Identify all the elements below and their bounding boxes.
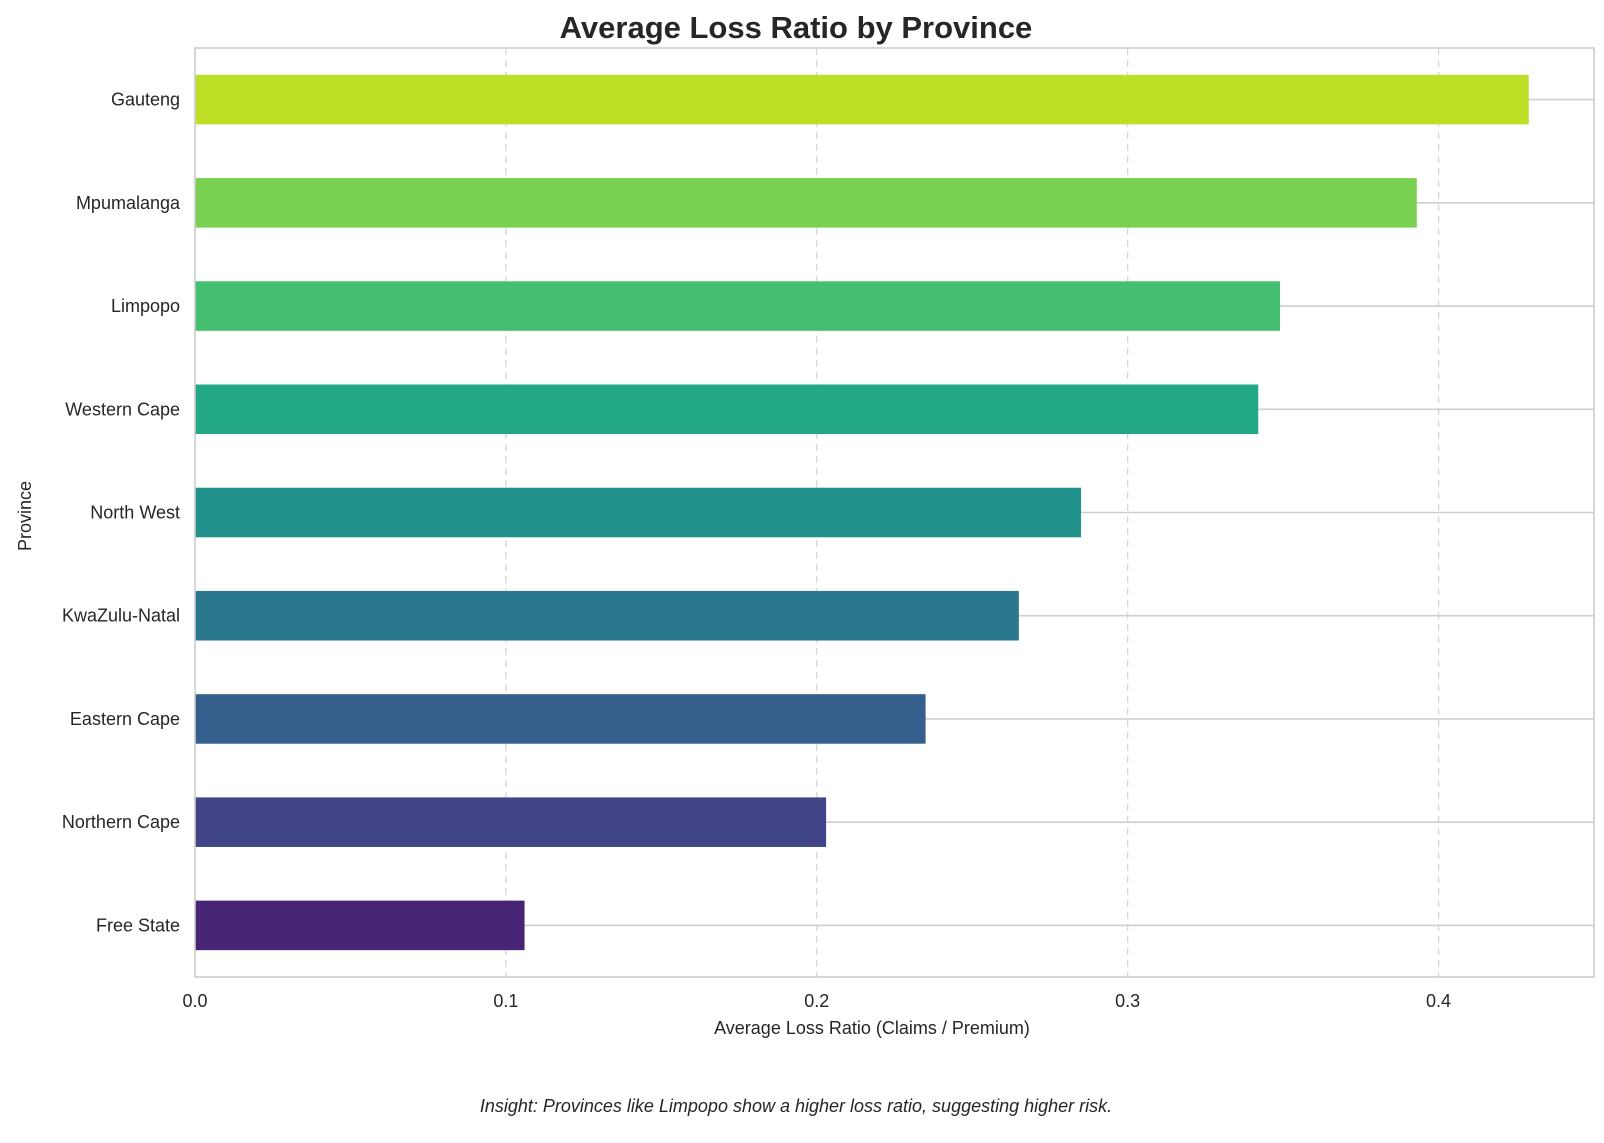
y-tick-label: Mpumalanga	[76, 193, 181, 213]
y-tick-label: Western Cape	[65, 399, 180, 419]
x-tick-label: 0.0	[182, 991, 207, 1011]
x-axis-label: Average Loss Ratio (Claims / Premium)	[714, 1018, 1030, 1038]
x-tick-label: 0.3	[1115, 991, 1140, 1011]
bar-eastern-cape	[195, 694, 926, 744]
y-tick-label: Limpopo	[111, 296, 180, 316]
bar-mpumalanga	[195, 178, 1417, 228]
x-tick-label: 0.1	[493, 991, 518, 1011]
y-tick-label: North West	[90, 503, 180, 523]
y-axis-label: Province	[15, 481, 35, 551]
plot-frame	[194, 47, 1595, 978]
y-tick-label: KwaZulu-Natal	[62, 606, 180, 626]
y-ticks: Gauteng Mpumalanga Limpopo Western Cape Nort…	[62, 90, 181, 936]
bar-north-west	[195, 487, 1082, 538]
x-tick-label: 0.4	[1426, 991, 1451, 1011]
y-tick-label: Gauteng	[111, 90, 180, 110]
bar-northern-cape	[195, 797, 827, 847]
x-tick-label: 0.2	[804, 991, 829, 1011]
chart-title: Average Loss Ratio by Province	[560, 10, 1033, 45]
y-tick-label: Free State	[96, 915, 180, 935]
y-tick-label: Eastern Cape	[70, 709, 180, 729]
plot-border	[194, 47, 1595, 978]
bar-limpopo	[195, 281, 1281, 331]
y-tick-label: Northern Cape	[62, 812, 180, 832]
bar-western-cape	[195, 384, 1259, 435]
bar-free-state	[195, 900, 525, 951]
bar-kwazulu-natal	[195, 590, 1019, 641]
x-ticks: 0.0 0.1 0.2 0.3 0.4	[182, 991, 1451, 1011]
insight-annotation: Insight: Provinces like Limpopo show a h…	[480, 1096, 1112, 1116]
bars-layer	[195, 74, 1529, 951]
bar-gauteng	[195, 74, 1529, 125]
